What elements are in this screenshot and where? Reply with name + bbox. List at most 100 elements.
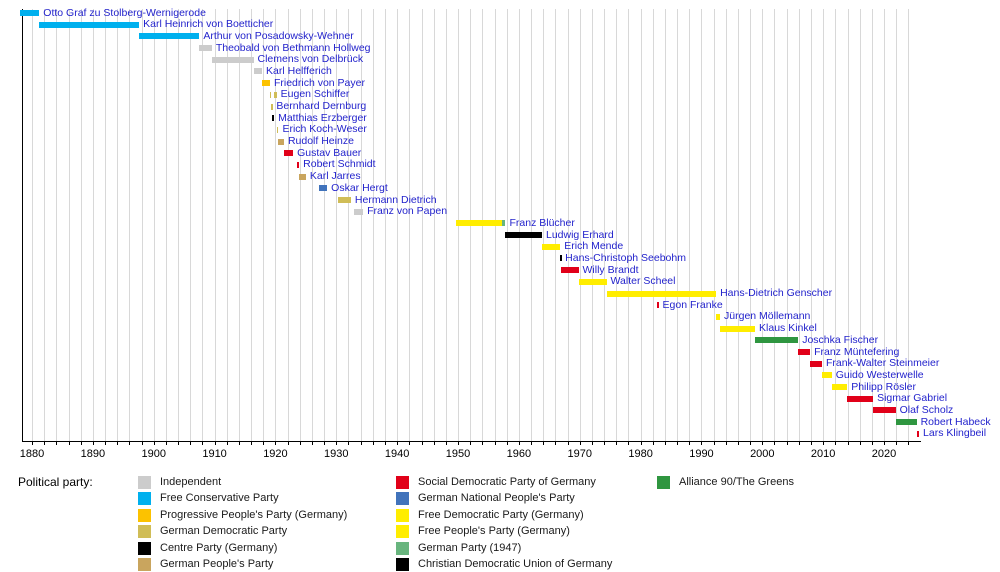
person-name-link[interactable]: Bernhard Dernburg [276,100,367,113]
gridline [664,9,666,441]
term-bar[interactable] [847,395,874,402]
person-name-link[interactable]: Jürgen Möllemann [724,310,811,323]
term-bar[interactable] [657,302,659,309]
term-bar[interactable] [720,325,755,332]
term-bar[interactable] [501,220,506,227]
gridline [214,9,216,441]
person-name-link[interactable]: Walter Scheel [610,275,676,288]
term-bar[interactable] [561,267,579,274]
person-name-link[interactable]: Karl Jarres [309,170,361,183]
person-name-link[interactable]: Erich Mende [564,240,624,253]
term-bar[interactable] [716,313,721,320]
axis-tick [786,441,788,445]
term-bar[interactable] [505,232,542,239]
term-bar[interactable] [821,372,832,379]
gridline [68,9,70,441]
term-bar[interactable] [274,91,277,98]
term-bar[interactable] [139,33,200,40]
person-name-link[interactable]: Hans-Christoph Seebohm [565,251,686,264]
person-name-link[interactable]: Oskar Hergt [331,181,388,194]
gridline [871,9,873,441]
person-name-link[interactable]: Erich Koch-Weser [282,123,367,136]
gridline [251,9,253,441]
person-name-link[interactable]: Karl Heinrich von Boetticher [143,18,274,31]
term-bar[interactable] [318,185,328,192]
person-name-link[interactable]: Philipp Rösler [851,380,916,393]
legend-color-swatch [138,558,151,571]
person-name-link[interactable]: Franz Müntefering [814,345,900,358]
term-bar[interactable] [337,197,351,204]
person-name-link[interactable]: Gustav Bauer [297,146,362,159]
person-name-link[interactable]: Guido Westerwelle [835,368,924,381]
term-bar[interactable] [297,161,300,168]
term-bar[interactable] [199,45,212,52]
person-name-link[interactable]: Sigmar Gabriel [877,392,948,405]
axis-year-label: 1890 [80,448,106,460]
term-bar[interactable] [831,384,848,391]
gridline [616,9,618,441]
person-name-link[interactable]: Klaus Kinkel [759,322,817,335]
term-bar[interactable] [755,337,799,344]
axis-tick [774,441,776,445]
term-bar[interactable] [211,56,254,63]
legend-color-swatch [396,492,409,506]
term-bar[interactable] [283,150,294,157]
term-bar[interactable] [798,349,811,355]
axis-year-label: 1900 [141,448,166,460]
gridline [677,9,679,441]
term-bar[interactable] [895,419,917,426]
term-bar[interactable] [456,220,502,227]
person-name-link[interactable]: Franz Blücher [509,216,575,229]
person-name-link[interactable]: Otto Graf zu Stolberg-Wernigerode [43,6,206,19]
axis-tick [628,441,630,445]
person-name-link[interactable]: Hermann Dietrich [354,193,437,206]
person-name-link[interactable]: Arthur von Posadowsky-Wehner [203,29,354,42]
person-name-link[interactable]: Hans-Dietrich Genscher [720,287,833,300]
term-bar[interactable] [542,243,561,250]
term-bar[interactable] [262,80,270,87]
person-name-link[interactable]: Joschka Fischer [802,333,879,346]
term-bar[interactable] [810,360,822,367]
term-bar[interactable] [269,91,272,98]
person-name-link[interactable]: Robert Habeck [920,415,991,428]
person-name-link[interactable]: Frank-Walter Steinmeier [825,357,940,370]
person-name-link[interactable]: Friedrich von Payer [273,76,365,89]
person-name-link[interactable]: Franz von Papen [367,205,448,218]
legend-color-swatch [657,476,670,489]
axis-year-label: 1950 [445,448,471,460]
axis-tick [202,441,204,445]
term-bar[interactable] [278,138,284,145]
person-name-link[interactable]: Clemens von Delbrück [257,53,364,66]
term-bar[interactable] [276,126,279,133]
gridline [384,9,386,441]
term-bar[interactable] [606,290,717,297]
term-bar[interactable] [272,115,275,122]
axis-tick [165,441,167,445]
term-bar[interactable] [873,407,896,414]
axis-tick [32,441,33,445]
legend-color-swatch [396,525,409,539]
term-bar[interactable] [19,10,40,16]
person-name-link[interactable]: Matthias Erzberger [278,111,367,124]
person-name-link[interactable]: Karl Helfferich [266,64,332,77]
axis-tick [311,441,313,445]
axis-tick [384,441,386,445]
person-name-link[interactable]: Robert Schmidt [303,158,376,171]
person-name-link[interactable]: Theobald von Bethmann Hollweg [215,41,371,54]
person-name-link[interactable]: Eugen Schiffer [280,88,350,101]
person-name-link[interactable]: Rudolf Heinze [287,135,354,148]
term-bar[interactable] [253,68,263,75]
person-name-link[interactable]: Olaf Scholz [899,403,954,416]
term-bar[interactable] [560,255,562,262]
person-name-link[interactable]: Ludwig Erhard [546,228,614,241]
term-bar[interactable] [39,21,140,28]
term-bar[interactable] [353,208,364,215]
term-bar[interactable] [299,173,306,180]
term-bar[interactable] [916,430,920,437]
person-name-link[interactable]: Willy Brandt [582,263,639,276]
person-name-link[interactable]: Lars Klingbeil [923,427,987,440]
person-name-link[interactable]: Egon Franke [662,298,723,311]
term-bar[interactable] [578,278,607,285]
term-bar[interactable] [271,103,273,110]
legend-party-label: Christian Democratic Union of Germany [418,558,613,570]
